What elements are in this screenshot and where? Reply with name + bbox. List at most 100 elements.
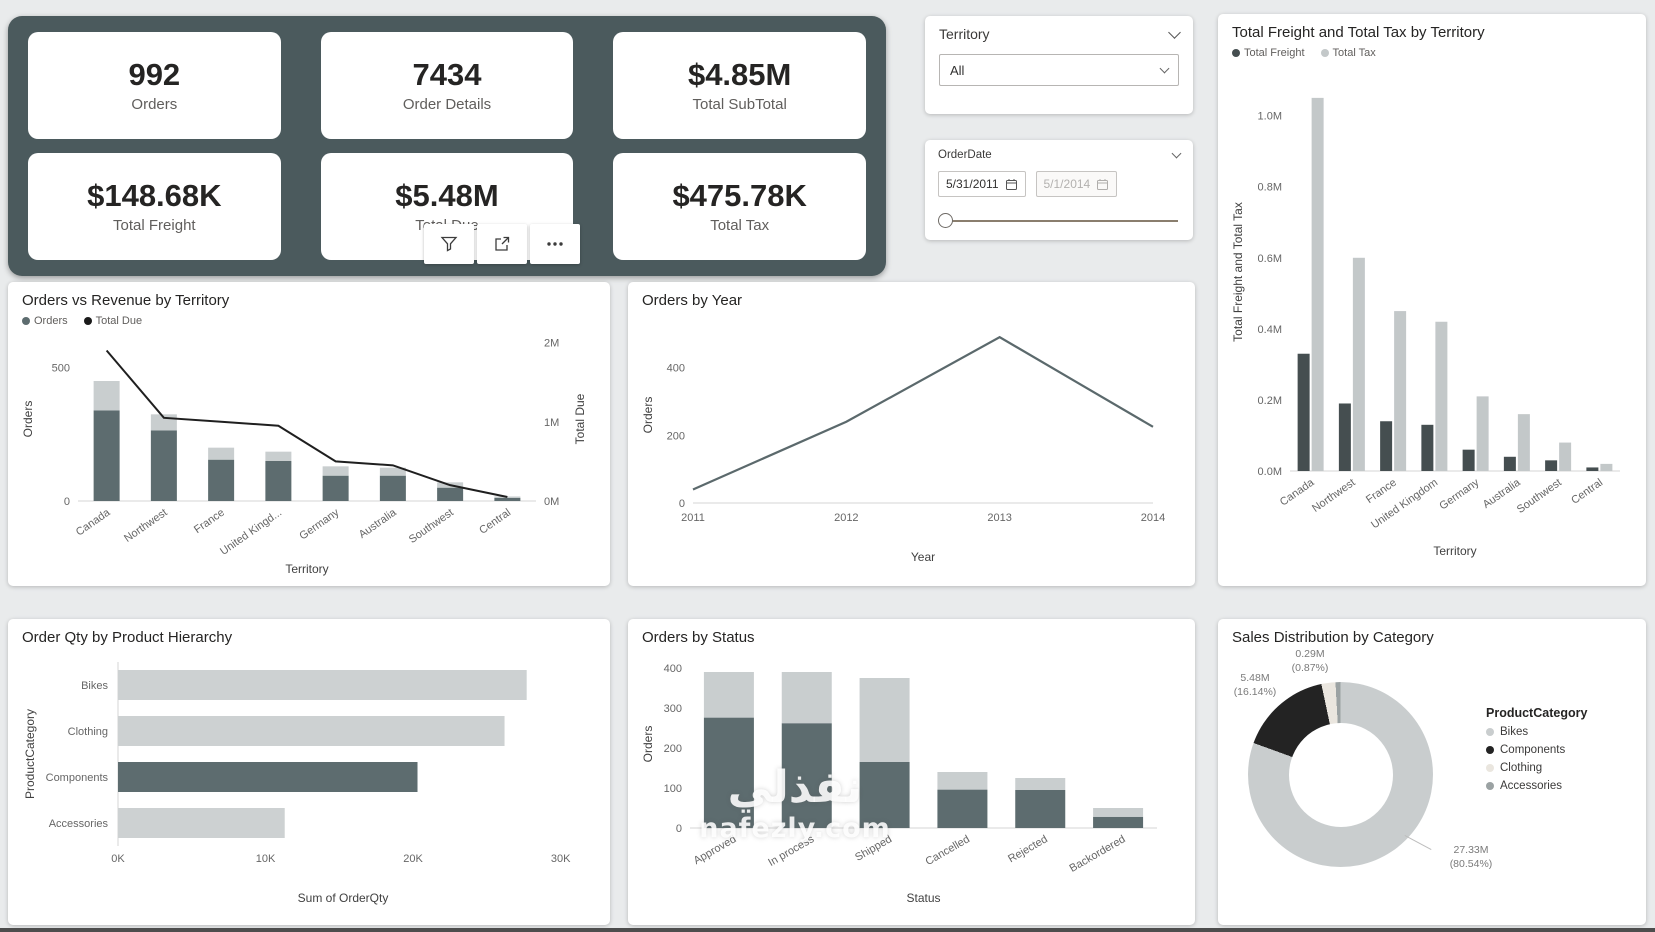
kpi-card-total-tax: $475.78K Total Tax xyxy=(613,153,866,260)
calendar-icon xyxy=(1005,178,1017,190)
svg-text:United Kingd...: United Kingd... xyxy=(218,507,284,558)
svg-text:0.6M: 0.6M xyxy=(1258,253,1282,265)
orders-by-status-chart[interactable]: 0 100 200 300 400 Approved In process Shipped Ca… xyxy=(638,648,1181,910)
chevron-down-icon[interactable] xyxy=(1171,148,1182,158)
end-date-value: 5/1/2014 xyxy=(1043,177,1091,191)
kpi-card-total-subtotal: $4.85M Total SubTotal xyxy=(613,32,866,139)
donut-legend: ProductCategory Bikes Components Clothin… xyxy=(1486,706,1587,798)
kpi-label-order-details: Order Details xyxy=(402,96,492,114)
callout-bikes: 27.33M (80.54%) xyxy=(1449,844,1493,870)
focus-mode-icon[interactable] xyxy=(477,224,527,264)
svg-text:Central: Central xyxy=(477,507,513,537)
svg-text:10K: 10K xyxy=(256,853,276,865)
svg-text:Sum of OrderQty: Sum of OrderQty xyxy=(298,891,389,905)
svg-text:Germany: Germany xyxy=(1437,476,1481,512)
kpi-label-total-subtotal: Total SubTotal xyxy=(692,96,787,114)
svg-text:Orders: Orders xyxy=(641,726,655,763)
chart-legend: Orders Total Due xyxy=(8,309,610,327)
svg-text:0M: 0M xyxy=(544,496,559,508)
legend-item: Total Due xyxy=(83,315,143,327)
svg-text:0.4M: 0.4M xyxy=(1258,324,1282,336)
svg-text:Territory: Territory xyxy=(285,562,328,576)
kpi-label-total-tax: Total Tax xyxy=(710,217,770,235)
svg-text:Total Freight and Total Tax: Total Freight and Total Tax xyxy=(1231,202,1245,342)
kpi-value-total-subtotal: $4.85M xyxy=(687,56,792,92)
kpi-card-total-freight: $148.68K Total Freight xyxy=(28,153,281,260)
sales-distribution-card: Sales Distribution by Category 0.29M (0.… xyxy=(1218,619,1646,925)
legend-label: Total Due xyxy=(95,315,143,327)
date-range-slider-handle[interactable] xyxy=(938,213,953,228)
territory-dropdown[interactable]: All xyxy=(939,54,1179,86)
svg-text:2014: 2014 xyxy=(1141,512,1165,524)
svg-text:2011: 2011 xyxy=(681,512,705,524)
freight-tax-card: Total Freight and Total Tax by Territory… xyxy=(1218,14,1646,586)
callout-accessories: 0.29M (0.87%) xyxy=(1291,648,1329,674)
legend-dot xyxy=(1232,49,1240,57)
filter-icon[interactable] xyxy=(424,224,474,264)
svg-text:France: France xyxy=(1364,477,1399,506)
legend-label: Total Tax xyxy=(1332,47,1376,59)
end-date-field[interactable]: 5/1/2014 xyxy=(1035,171,1118,197)
chart-title: Orders by Year xyxy=(642,292,743,309)
kpi-card-orders: 992 Orders xyxy=(28,32,281,139)
svg-text:0: 0 xyxy=(676,823,682,835)
orders-by-year-chart[interactable]: 0 200 400 2011 2012 2013 2014 Year Orders xyxy=(638,311,1181,569)
legend-item: Total Freight xyxy=(1232,47,1305,59)
chart-title: Sales Distribution by Category xyxy=(1232,629,1434,646)
calendar-icon xyxy=(1097,178,1109,190)
legend-label: Total Freight xyxy=(1244,47,1305,59)
start-date-field[interactable]: 5/31/2011 xyxy=(938,171,1026,197)
legend-item: Bikes xyxy=(1486,726,1587,738)
svg-text:300: 300 xyxy=(664,703,682,715)
svg-text:2012: 2012 xyxy=(834,512,858,524)
kpi-label-orders: Orders xyxy=(131,96,178,114)
svg-text:Rejected: Rejected xyxy=(1006,833,1050,865)
legend-item: Components xyxy=(1486,744,1587,756)
more-options-icon[interactable] xyxy=(530,224,580,264)
order-qty-chart[interactable]: Bikes Clothing Components Accessories 0K 10K 2… xyxy=(18,648,596,910)
svg-text:Year: Year xyxy=(911,550,935,564)
svg-text:0.8M: 0.8M xyxy=(1258,182,1282,194)
svg-text:200: 200 xyxy=(664,743,682,755)
chart-title: Orders by Status xyxy=(642,629,755,646)
legend-label: Accessories xyxy=(1500,780,1562,792)
svg-text:Total Due: Total Due xyxy=(573,393,587,444)
svg-text:0.2M: 0.2M xyxy=(1258,395,1282,407)
orders-by-status-card: Orders by Status 0 100 200 300 400 Approved In… xyxy=(628,619,1195,925)
callout-components: 5.48M (16.14%) xyxy=(1233,672,1277,698)
svg-text:Accessories: Accessories xyxy=(49,818,109,830)
legend-dot xyxy=(1486,764,1494,772)
legend-dot xyxy=(22,317,30,325)
chevron-down-icon xyxy=(1159,63,1170,73)
svg-text:Central: Central xyxy=(1569,477,1605,507)
chart-title: Order Qty by Product Hierarchy xyxy=(22,629,233,646)
svg-text:Germany: Germany xyxy=(297,506,341,542)
svg-text:Southwest: Southwest xyxy=(407,507,456,546)
svg-text:Bikes: Bikes xyxy=(81,680,108,692)
svg-text:Shipped: Shipped xyxy=(853,833,894,864)
donut-chart[interactable] xyxy=(1248,682,1433,867)
territory-selected-value: All xyxy=(950,62,965,78)
orders-vs-revenue-card: Orders vs Revenue by Territory Orders To… xyxy=(8,282,610,586)
legend-label: Components xyxy=(1500,744,1566,756)
svg-text:2013: 2013 xyxy=(987,512,1011,524)
date-range-slider-track[interactable] xyxy=(940,220,1178,222)
kpi-value-total-tax: $475.78K xyxy=(672,177,807,213)
svg-text:0: 0 xyxy=(64,496,70,508)
kpi-value-order-details: 7434 xyxy=(412,56,482,92)
visual-toolbar xyxy=(424,224,580,264)
window-bottom-edge xyxy=(0,928,1655,932)
legend-item: Orders xyxy=(22,315,68,327)
svg-text:Components: Components xyxy=(46,772,109,784)
svg-text:Territory: Territory xyxy=(1433,544,1476,558)
kpi-value-total-freight: $148.68K xyxy=(87,177,222,213)
donut-legend-title: ProductCategory xyxy=(1486,706,1588,720)
svg-text:Clothing: Clothing xyxy=(68,726,108,738)
chevron-down-icon[interactable] xyxy=(1168,25,1181,39)
svg-text:30K: 30K xyxy=(551,853,571,865)
legend-dot xyxy=(1486,746,1494,754)
svg-text:20K: 20K xyxy=(403,853,423,865)
